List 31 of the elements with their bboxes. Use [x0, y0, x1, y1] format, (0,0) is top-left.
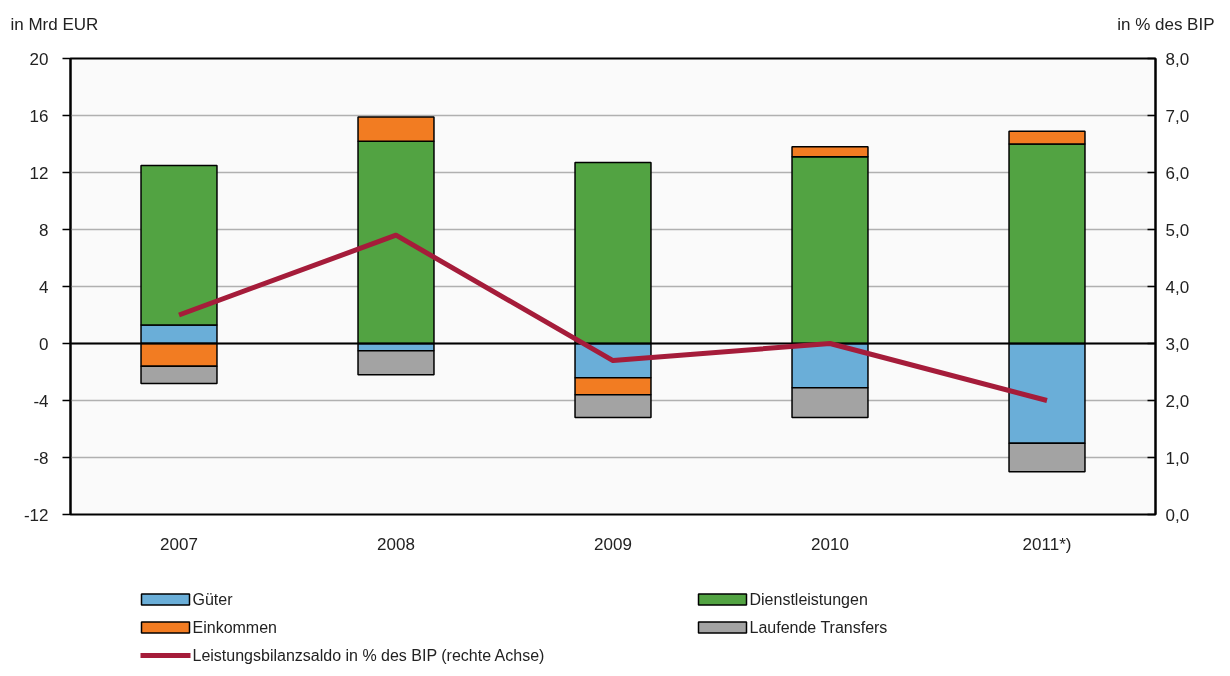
legend-label: Güter: [192, 591, 234, 608]
y-tick-label: 16: [29, 106, 49, 126]
legend-label: Laufende Transfers: [749, 619, 888, 636]
y-tick-label: -4: [33, 391, 49, 411]
y2-tick-label: 5,0: [1165, 220, 1190, 240]
y2-axis-title: in % des BIP: [1117, 14, 1215, 34]
y-axis-title: in Mrd EUR: [10, 14, 99, 34]
legend-label: Einkommen: [192, 619, 277, 636]
x-tick-label: 2008: [377, 534, 415, 554]
bar: [357, 349, 435, 376]
y2-tick-label: 8,0: [1165, 49, 1190, 69]
x-tick-label: 2007: [160, 534, 198, 554]
y2-tick-label: 1,0: [1165, 448, 1190, 468]
y-tick-label: 8: [39, 220, 49, 240]
y-tick-label: 4: [39, 277, 49, 297]
y2-tick-label: 6,0: [1165, 163, 1190, 183]
y-tick-label: 20: [29, 49, 49, 69]
y2-tick-label: 2,0: [1165, 391, 1190, 411]
y-tick-label: -8: [33, 448, 49, 468]
y2-tick-label: 4,0: [1165, 277, 1190, 297]
x-tick-label: 2010: [811, 534, 849, 554]
y2-tick-label: 3,0: [1165, 334, 1190, 354]
x-tick-label: 2011*): [1022, 534, 1072, 554]
y2-tick-label: 7,0: [1165, 106, 1190, 126]
x-tick-label: 2009: [594, 534, 632, 554]
legend-label: Leistungsbilanzsaldo in % des BIP (rechte Achse): [192, 647, 545, 664]
y2-tick-label: 0,0: [1165, 505, 1190, 525]
y-tick-label: 0: [39, 334, 49, 354]
y-tick-label: -12: [23, 505, 49, 525]
legend-label: Dienstleistungen: [749, 591, 868, 608]
y-tick-label: 12: [29, 163, 49, 183]
